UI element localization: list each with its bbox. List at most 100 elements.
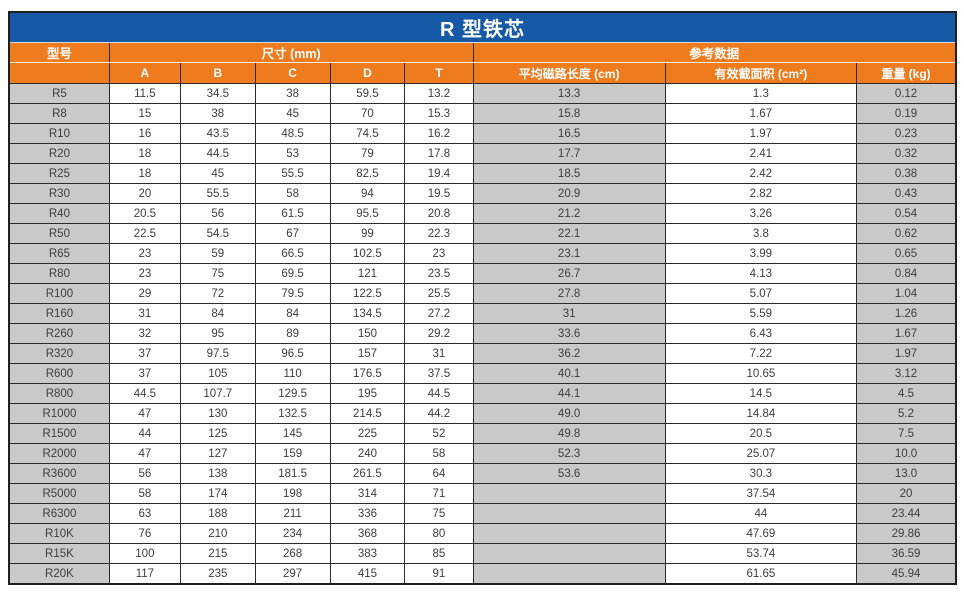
value-cell: 43.5 [179, 123, 256, 144]
value-cell: 94 [329, 183, 406, 204]
model-cell: R160 [8, 303, 110, 324]
value-cell: 110 [254, 363, 331, 384]
value-cell: 14.5 [664, 383, 858, 404]
model-cell: R10K [8, 523, 110, 544]
value-cell: 20.5 [664, 423, 858, 444]
core-spec-table: R 型铁芯 型号 尺寸 (mm) 参考数据 A B C D T 平均磁路长度 (… [8, 11, 957, 585]
value-cell: 0.84 [856, 263, 957, 284]
value-cell: 47.69 [664, 523, 858, 544]
table-row: R2000 47 127 159 240 58 52.3 25.07 10.0 [8, 443, 957, 464]
table-row: R30 20 55.5 58 94 19.5 20.9 2.82 0.43 [8, 183, 957, 204]
value-cell: 3.8 [664, 223, 858, 244]
value-cell: 44 [664, 503, 858, 524]
column-header-t: T [404, 62, 474, 84]
value-cell: 99 [329, 223, 406, 244]
value-cell: 38 [179, 103, 256, 124]
value-cell: 107.7 [179, 383, 256, 404]
value-cell: 0.38 [856, 163, 957, 184]
column-header-b: B [179, 62, 256, 84]
column-group-dimensions: 尺寸 (mm) [108, 42, 474, 63]
value-cell: 2.42 [664, 163, 858, 184]
value-cell: 76 [108, 523, 181, 544]
value-cell: 59.5 [329, 83, 406, 104]
model-cell: R600 [8, 363, 110, 384]
value-cell: 48.5 [254, 123, 331, 144]
value-cell: 211 [254, 503, 331, 524]
value-cell: 22.1 [472, 223, 666, 244]
value-cell: 138 [179, 463, 256, 484]
column-header-c: C [254, 62, 331, 84]
value-cell: 49.0 [472, 403, 666, 424]
model-cell: R5 [8, 83, 110, 104]
model-cell: R260 [8, 323, 110, 344]
table-row: R40 20.5 56 61.5 95.5 20.8 21.2 3.26 0.54 [8, 203, 957, 224]
value-cell: 79 [329, 143, 406, 164]
value-cell: 14.84 [664, 403, 858, 424]
value-cell: 54.5 [179, 223, 256, 244]
value-cell: 210 [179, 523, 256, 544]
value-cell: 145 [254, 423, 331, 444]
group-header-row: 型号 尺寸 (mm) 参考数据 [8, 42, 957, 63]
value-cell: 13.2 [404, 83, 474, 104]
model-cell: R6300 [8, 503, 110, 524]
value-cell: 75 [404, 503, 474, 524]
table-row: R1000 47 130 132.5 214.5 44.2 49.0 14.84 5.2 [8, 403, 957, 424]
value-cell: 58 [404, 443, 474, 464]
value-cell: 15.3 [404, 103, 474, 124]
value-cell: 159 [254, 443, 331, 464]
value-cell: 25.5 [404, 283, 474, 304]
value-cell: 95 [179, 323, 256, 344]
value-cell: 15 [108, 103, 181, 124]
value-cell: 17.7 [472, 143, 666, 164]
value-cell: 61.5 [254, 203, 331, 224]
title-row: R 型铁芯 [8, 11, 957, 43]
value-cell: 1.97 [664, 123, 858, 144]
value-cell: 53.74 [664, 543, 858, 564]
value-cell: 45 [254, 103, 331, 124]
value-cell: 44.5 [404, 383, 474, 404]
model-cell: R1500 [8, 423, 110, 444]
value-cell: 100 [108, 543, 181, 564]
value-cell [472, 543, 666, 564]
column-header-a: A [108, 62, 181, 84]
value-cell: 75 [179, 263, 256, 284]
table-row: R10K 76 210 234 368 80 47.69 29.86 [8, 523, 957, 544]
value-cell: 26.7 [472, 263, 666, 284]
value-cell: 5.2 [856, 403, 957, 424]
value-cell: 20.5 [108, 203, 181, 224]
value-cell: 82.5 [329, 163, 406, 184]
value-cell: 125 [179, 423, 256, 444]
value-cell: 23 [404, 243, 474, 264]
column-header-model: 型号 [8, 42, 110, 63]
table-row: R260 32 95 89 150 29.2 33.6 6.43 1.67 [8, 323, 957, 344]
value-cell: 20.8 [404, 203, 474, 224]
value-cell: 23.1 [472, 243, 666, 264]
model-cell: R20K [8, 563, 110, 585]
table-row: R50 22.5 54.5 67 99 22.3 22.1 3.8 0.62 [8, 223, 957, 244]
value-cell: 174 [179, 483, 256, 504]
value-cell: 176.5 [329, 363, 406, 384]
table-row: R65 23 59 66.5 102.5 23 23.1 3.99 0.65 [8, 243, 957, 264]
value-cell: 40.1 [472, 363, 666, 384]
value-cell: 16.2 [404, 123, 474, 144]
value-cell: 7.22 [664, 343, 858, 364]
value-cell: 56 [108, 463, 181, 484]
value-cell: 33.6 [472, 323, 666, 344]
value-cell: 47 [108, 443, 181, 464]
value-cell: 0.43 [856, 183, 957, 204]
value-cell: 234 [254, 523, 331, 544]
value-cell: 58 [254, 183, 331, 204]
value-cell: 11.5 [108, 83, 181, 104]
value-cell: 84 [254, 303, 331, 324]
value-cell: 20 [856, 483, 957, 504]
table-row: R600 37 105 110 176.5 37.5 40.1 10.65 3.12 [8, 363, 957, 384]
value-cell: 20 [108, 183, 181, 204]
table-header: R 型铁芯 型号 尺寸 (mm) 参考数据 A B C D T 平均磁路长度 (… [8, 11, 957, 84]
value-cell: 1.67 [664, 103, 858, 124]
value-cell [472, 563, 666, 585]
column-header-weight: 重量 (kg) [856, 62, 957, 84]
value-cell: 261.5 [329, 463, 406, 484]
value-cell: 4.5 [856, 383, 957, 404]
value-cell: 10.0 [856, 443, 957, 464]
value-cell: 188 [179, 503, 256, 524]
